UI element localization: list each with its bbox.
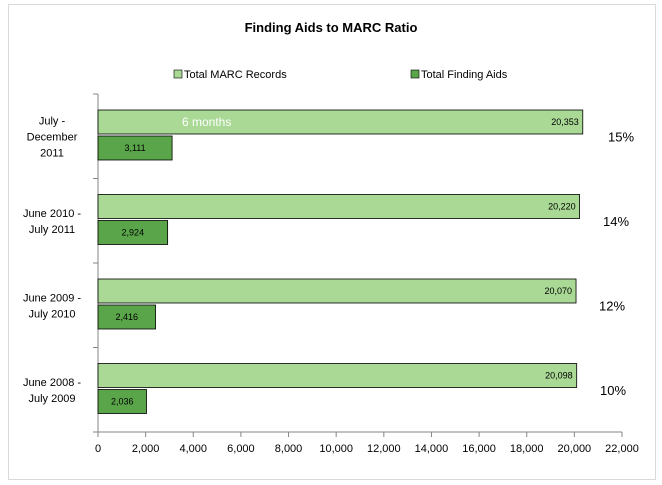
x-tick-label-8: 16,000: [462, 443, 496, 455]
bar-marc-3: [97, 278, 577, 304]
x-tick-label-11: 22,000: [605, 443, 639, 455]
bar-finding-aids-3: [97, 304, 156, 330]
x-tick-label-1: 2,000: [132, 443, 160, 455]
bar-marc-2: [97, 194, 581, 219]
bar-marc-4: [97, 363, 578, 388]
chart-title: Finding Aids to MARC Ratio: [245, 20, 418, 35]
category-label-1-line-3: 2011: [40, 147, 64, 159]
x-tick-label-4: 8,000: [275, 443, 303, 455]
bar-finding-aids-1: [97, 135, 173, 161]
data-label-finding-aids-1: 3,111: [124, 143, 145, 153]
category-label-4-line-1: June 2008 -: [23, 377, 81, 389]
legend-swatch-2: [410, 69, 420, 79]
legend-swatch-1: [173, 69, 183, 79]
bar-finding-aids-4: [97, 389, 147, 414]
data-label-marc-2: 20,220: [548, 202, 576, 212]
data-label-finding-aids-4: 2,036: [111, 397, 134, 407]
category-label-1-line-1: July -: [39, 115, 66, 127]
ratio-label-2: 14%: [603, 214, 629, 229]
annotation-six-months: 6 months: [182, 115, 231, 129]
x-tick-label-6: 12,000: [367, 443, 401, 455]
category-label-2-line-2: July 2011: [29, 224, 75, 236]
chart-frame: [8, 4, 656, 480]
legend-label-1: Total MARC Records: [184, 69, 287, 81]
x-tick-label-5: 10,000: [319, 443, 353, 455]
category-label-3-line-2: July 2010: [28, 308, 75, 320]
x-tick-label-3: 6,000: [227, 443, 255, 455]
category-label-3-line-1: June 2009 -: [23, 292, 81, 304]
ratio-label-4: 10%: [600, 383, 626, 398]
data-label-marc-4: 20,098: [545, 371, 573, 381]
legend-label-2: Total Finding Aids: [421, 69, 508, 81]
bar-finding-aids-2: [97, 220, 169, 245]
data-label-finding-aids-2: 2,924: [122, 228, 145, 238]
x-tick-label-2: 4,000: [180, 443, 208, 455]
ratio-label-3: 12%: [599, 298, 625, 313]
x-tick-label-10: 20,000: [558, 443, 592, 455]
x-tick-label-0: 0: [95, 443, 101, 455]
data-label-marc-3: 20,070: [544, 286, 572, 296]
category-label-4-line-2: July 2009: [28, 393, 75, 405]
x-tick-label-9: 18,000: [510, 443, 544, 455]
data-label-marc-1: 20,353: [551, 117, 579, 127]
data-label-finding-aids-3: 2,416: [116, 312, 139, 322]
category-label-2-line-1: June 2010 -: [23, 208, 81, 220]
bar-marc-1: [97, 109, 584, 135]
ratio-label-1: 15%: [608, 129, 634, 144]
x-tick-label-7: 14,000: [415, 443, 449, 455]
category-label-1-line-2: December: [27, 131, 78, 143]
